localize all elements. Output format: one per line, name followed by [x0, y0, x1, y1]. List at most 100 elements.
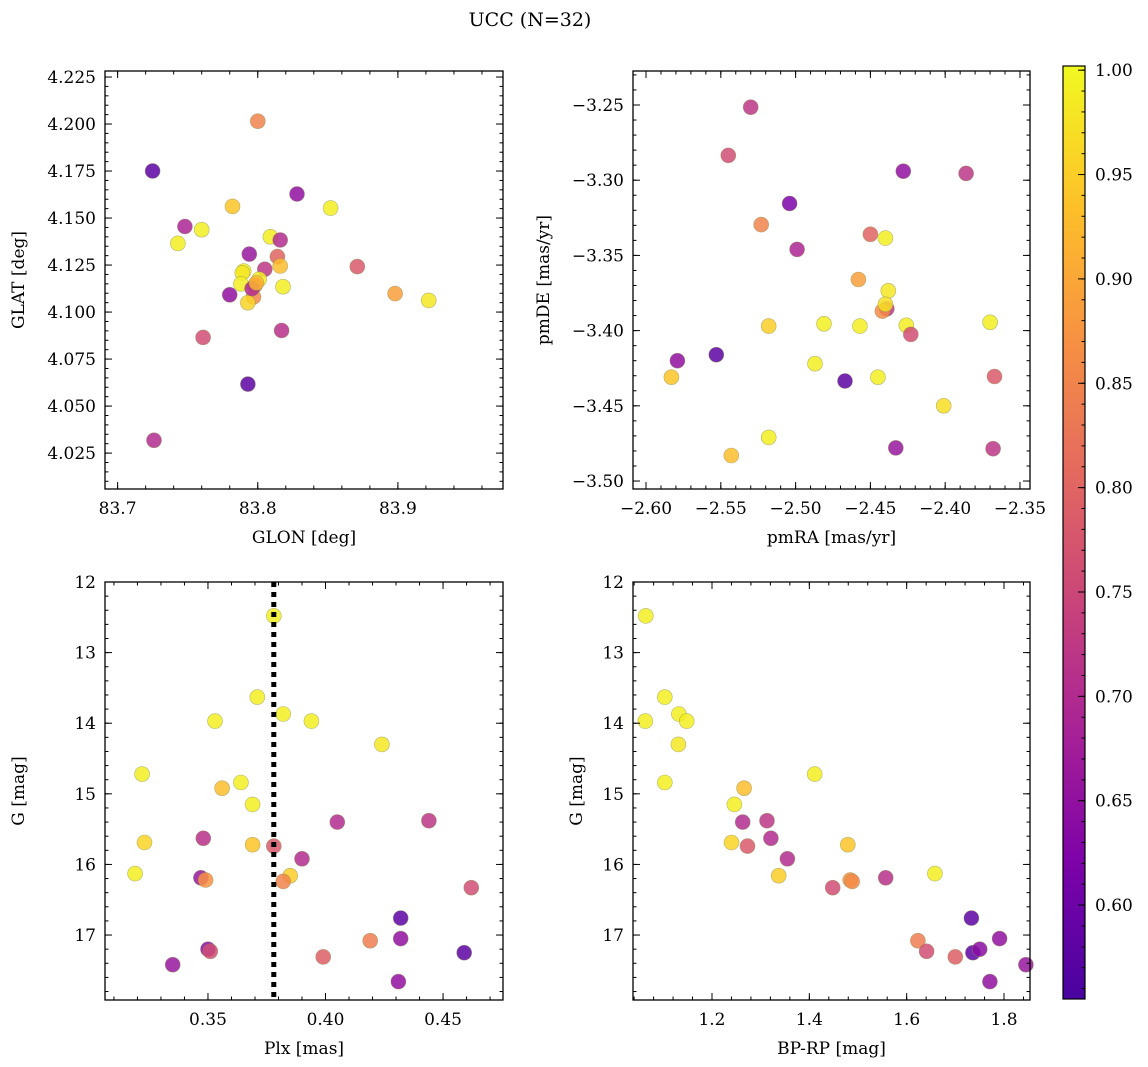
y-tick-label: 4.125 [47, 256, 96, 276]
colorbar-tick-label: 0.65 [1095, 792, 1133, 812]
data-point [224, 198, 241, 215]
x-tick-label: 0.45 [424, 1010, 462, 1030]
data-point [456, 944, 473, 961]
ticks [105, 71, 503, 489]
axes-frame [104, 581, 504, 1001]
y-tick-label: 4.075 [47, 350, 96, 370]
y-axis-label: G [mag] [9, 756, 29, 825]
data-point [806, 766, 823, 782]
data-point [275, 873, 292, 890]
x-tick-label: −2.55 [695, 499, 747, 519]
data-point [870, 369, 886, 386]
data-point [170, 235, 186, 252]
data-point [272, 258, 289, 274]
scatter-points [637, 608, 1034, 990]
y-tick-label: 4.025 [47, 444, 96, 464]
data-point [322, 200, 339, 216]
y-axis-label: pmDE [mas/yr] [534, 215, 554, 345]
data-point [902, 326, 919, 343]
data-point [720, 147, 737, 164]
data-point [958, 165, 974, 182]
data-point [463, 879, 480, 896]
data-point [779, 850, 796, 867]
data-point [272, 232, 289, 248]
panel-plx: 0.35 0.40 0.45 12 13 14 15 16 17 Plx [mas] G [mag] [9, 573, 504, 1059]
colorbar-tick-label: 0.80 [1095, 479, 1133, 499]
data-point [207, 713, 223, 729]
data-point [862, 226, 879, 243]
y-tick-label: 14 [74, 714, 96, 734]
data-point [241, 246, 258, 262]
data-point [663, 369, 680, 386]
x-tick-label: 0.40 [307, 1010, 345, 1030]
data-point [421, 812, 437, 829]
ticks [633, 71, 1030, 489]
data-point [852, 318, 868, 334]
data-point [164, 956, 181, 973]
x-tick-label: −2.45 [844, 499, 896, 519]
data-point [726, 796, 743, 813]
data-point [935, 397, 952, 414]
panel-sky: 83.7 83.8 83.9 4.025 4.050 4.075 4.100 4.125 4.1… [9, 68, 504, 548]
data-point [723, 447, 740, 464]
data-point [214, 780, 230, 797]
data-point [753, 216, 770, 233]
y-tick-label: 15 [74, 785, 96, 805]
data-point [982, 973, 998, 990]
data-point [202, 943, 219, 960]
data-point [221, 286, 238, 303]
colorbar-tick-label: 0.75 [1095, 583, 1133, 603]
data-point [895, 163, 912, 179]
data-point [739, 838, 756, 854]
data-point [877, 869, 894, 886]
data-point [362, 932, 379, 949]
data-point [240, 376, 256, 392]
data-point [763, 830, 779, 847]
data-point [637, 713, 654, 729]
data-point [844, 873, 861, 890]
y-tick-label: 4.150 [47, 209, 96, 229]
y-tick-label: 16 [74, 855, 96, 875]
data-point [195, 329, 211, 346]
x-tick-label: 1.6 [893, 1010, 920, 1030]
data-point [249, 689, 266, 705]
data-point [670, 736, 687, 753]
data-point [839, 836, 856, 853]
colorbar: 0.60 0.65 0.70 0.75 0.80 0.85 0.90 0.95 1.00 [1062, 61, 1133, 1000]
data-point [742, 99, 759, 115]
y-tick-label: 4.200 [47, 115, 96, 135]
data-point [374, 736, 390, 753]
data-point [275, 706, 292, 722]
colorbar-gradient [1062, 65, 1086, 1000]
data-point [244, 796, 261, 813]
data-point [349, 258, 366, 275]
data-point [329, 814, 346, 830]
data-point [807, 355, 823, 372]
data-point [420, 292, 437, 309]
y-tick-label: 14 [602, 714, 624, 734]
ticks [105, 581, 503, 1000]
data-point [656, 774, 673, 791]
data-point [289, 186, 305, 202]
data-point [669, 352, 686, 369]
data-point [134, 766, 150, 782]
data-point [971, 941, 988, 958]
data-point [759, 812, 775, 829]
x-tick-label: −2.40 [919, 499, 971, 519]
x-tick-label: −2.50 [770, 499, 822, 519]
data-point [837, 373, 853, 389]
data-point [637, 608, 654, 624]
y-tick-label: 17 [602, 926, 624, 946]
x-tick-label: 0.35 [189, 1010, 227, 1030]
ticks [633, 581, 1030, 1000]
y-tick-label: 12 [602, 573, 624, 593]
data-point [197, 872, 214, 888]
data-point [195, 830, 212, 847]
y-tick-label: −3.50 [572, 472, 624, 492]
data-point [248, 275, 265, 291]
data-point [1018, 956, 1034, 973]
y-tick-label: 13 [74, 644, 96, 664]
y-tick-label: −3.25 [572, 96, 624, 116]
data-point [273, 322, 290, 339]
